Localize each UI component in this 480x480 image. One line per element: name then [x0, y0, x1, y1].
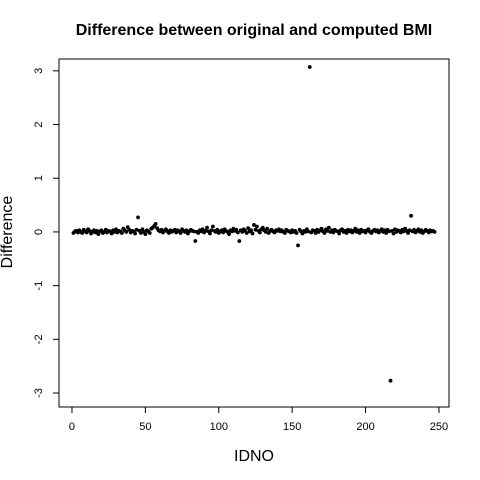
point [136, 215, 140, 220]
point [139, 231, 143, 235]
point [193, 239, 198, 243]
point [294, 231, 299, 235]
point [134, 227, 139, 232]
y-tick-label: 2 [33, 121, 45, 127]
x-tick-label: 0 [69, 421, 75, 433]
point [250, 231, 255, 236]
point [246, 226, 251, 231]
point [257, 230, 262, 235]
point [227, 232, 231, 236]
point [209, 228, 214, 233]
point [407, 228, 412, 233]
point [337, 231, 342, 236]
point [388, 378, 393, 383]
y-tick-label: 3 [33, 68, 45, 74]
point [208, 231, 212, 236]
point [114, 227, 118, 232]
point [147, 231, 152, 235]
x-tick-label: 150 [283, 421, 301, 433]
point [153, 221, 158, 226]
point [249, 228, 253, 233]
point [306, 229, 311, 234]
y-tick-label: -3 [33, 388, 45, 398]
point [263, 230, 268, 234]
point [409, 213, 413, 218]
x-tick-label: 50 [139, 421, 151, 433]
x-tick-label: 100 [210, 421, 228, 433]
x-tick-label: 250 [430, 421, 448, 433]
y-tick-label: 0 [33, 229, 45, 235]
y-tick-label: -2 [33, 334, 45, 344]
point [252, 223, 256, 227]
y-tick-label: -1 [33, 281, 45, 291]
point [265, 226, 270, 231]
plot-frame [58, 58, 450, 408]
point [384, 231, 389, 235]
point [307, 65, 312, 69]
point [344, 231, 349, 235]
point [200, 227, 205, 232]
point [237, 239, 242, 243]
point [221, 230, 226, 235]
point [326, 225, 331, 230]
point [143, 232, 148, 236]
y-tick-label: 1 [33, 175, 45, 181]
point [215, 227, 220, 232]
point [80, 231, 85, 235]
point [313, 231, 318, 235]
chart-title: Difference between original and computed… [76, 22, 433, 39]
point [95, 228, 99, 233]
point [387, 229, 391, 234]
point [109, 231, 114, 236]
point [391, 231, 396, 236]
point [432, 230, 437, 234]
point [357, 231, 362, 235]
point [253, 227, 258, 232]
point [178, 231, 183, 235]
point [203, 228, 208, 233]
point [353, 226, 358, 231]
point [133, 231, 137, 236]
point [235, 230, 240, 235]
point [325, 228, 330, 233]
point [322, 231, 327, 235]
x-tick-label: 200 [356, 421, 374, 433]
point [255, 224, 259, 229]
point [191, 229, 196, 234]
x-axis-title: IDNO [234, 448, 274, 465]
point [282, 231, 287, 235]
point [296, 243, 300, 248]
point [84, 230, 89, 235]
point [244, 231, 249, 235]
point [119, 231, 124, 235]
point [205, 225, 209, 230]
point [184, 228, 189, 233]
y-axis-title: Difference [0, 196, 16, 269]
point [124, 230, 129, 234]
point [210, 224, 215, 229]
